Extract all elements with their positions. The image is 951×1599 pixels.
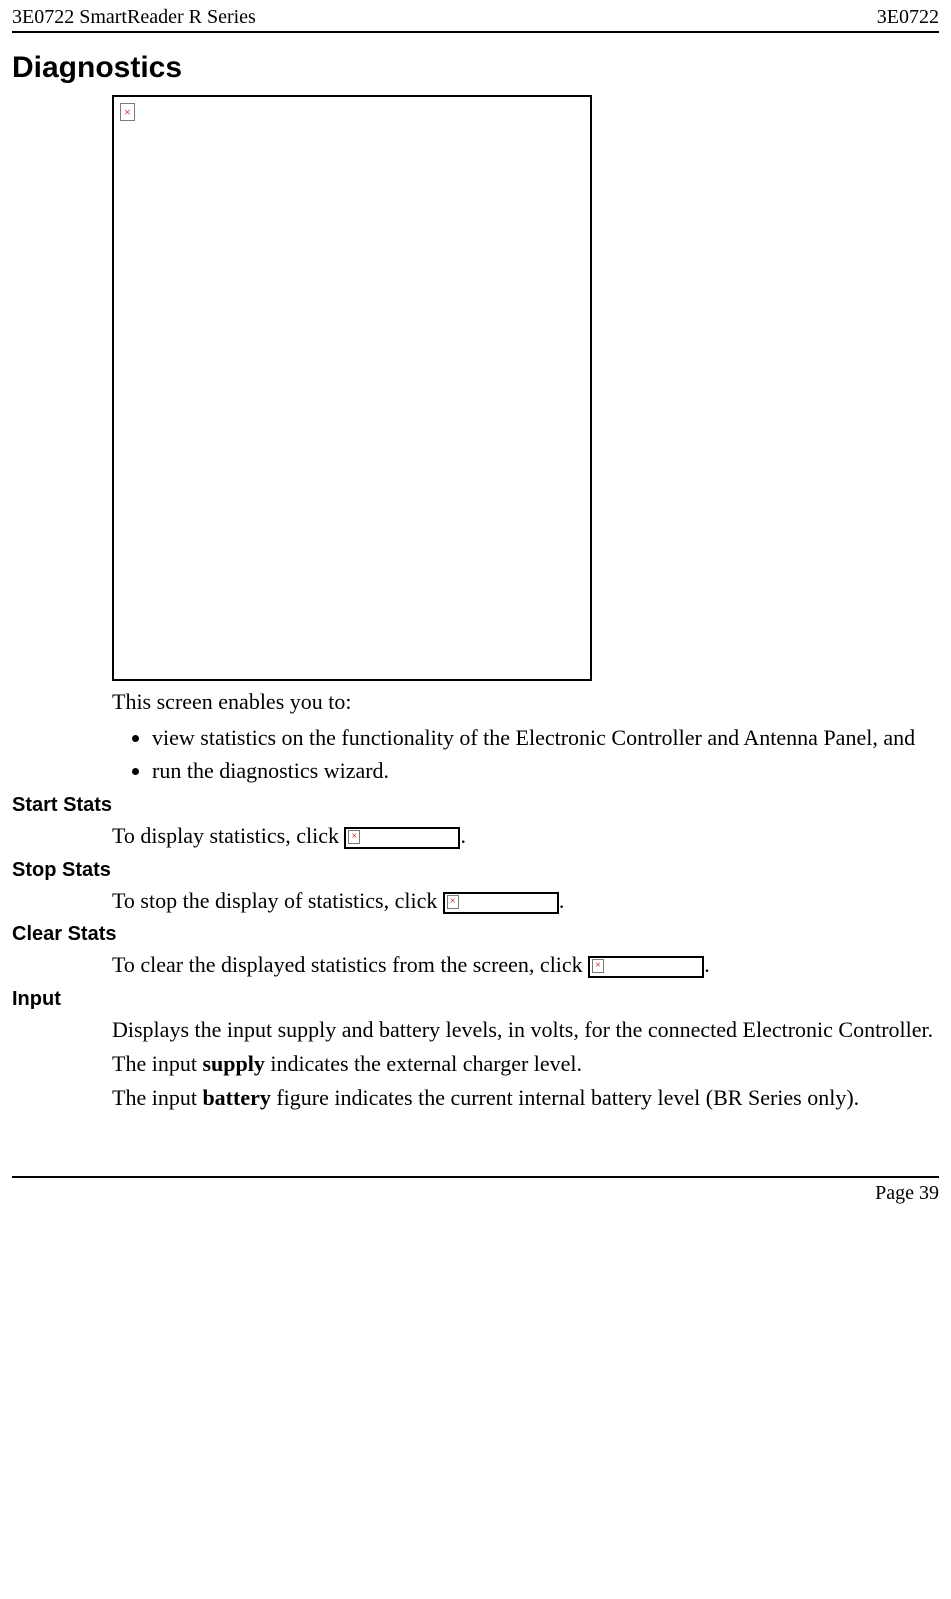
start-stats-after: . <box>460 823 466 848</box>
input-p3: The input battery figure indicates the c… <box>112 1083 939 1113</box>
input-heading: Input <box>12 988 939 1011</box>
intro-text: This screen enables you to: <box>112 687 939 717</box>
broken-image-icon: × <box>592 959 604 973</box>
start-stats-button[interactable]: × <box>344 827 460 849</box>
header-left: 3E0722 SmartReader R Series <box>12 6 256 29</box>
page-title: Diagnostics <box>12 51 939 85</box>
clear-stats-after: . <box>704 952 710 977</box>
diagnostics-screenshot-placeholder: × <box>112 95 592 681</box>
clear-stats-text: To clear the displayed statistics from t… <box>112 950 939 980</box>
input-supply-bold: supply <box>202 1051 264 1076</box>
start-stats-before: To display statistics, click <box>112 823 344 848</box>
page-footer: Page 39 <box>12 1176 939 1205</box>
stop-stats-before: To stop the display of statistics, click <box>112 888 443 913</box>
input-p3-before: The input <box>112 1085 202 1110</box>
stop-stats-button[interactable]: × <box>443 892 559 914</box>
stop-stats-text: To stop the display of statistics, click… <box>112 886 939 916</box>
start-stats-text: To display statistics, click ×. <box>112 821 939 851</box>
intro-bullets: view statistics on the functionality of … <box>112 723 939 786</box>
clear-stats-before: To clear the displayed statistics from t… <box>112 952 588 977</box>
input-p2: The input supply indicates the external … <box>112 1049 939 1079</box>
clear-stats-heading: Clear Stats <box>12 923 939 946</box>
clear-stats-button[interactable]: × <box>588 956 704 978</box>
header-right: 3E0722 <box>877 6 939 29</box>
input-p2-after: indicates the external charger level. <box>265 1051 582 1076</box>
stop-stats-after: . <box>559 888 565 913</box>
broken-image-icon: × <box>348 830 360 844</box>
bullet-item: run the diagnostics wizard. <box>152 756 939 786</box>
input-battery-bold: battery <box>202 1085 270 1110</box>
input-p1: Displays the input supply and battery le… <box>112 1015 939 1045</box>
bullet-item: view statistics on the functionality of … <box>152 723 939 753</box>
broken-image-icon: × <box>447 895 459 909</box>
broken-image-icon: × <box>120 103 135 121</box>
start-stats-heading: Start Stats <box>12 794 939 817</box>
input-p3-after: figure indicates the current internal ba… <box>271 1085 859 1110</box>
stop-stats-heading: Stop Stats <box>12 859 939 882</box>
page-header: 3E0722 SmartReader R Series 3E0722 <box>12 6 939 33</box>
input-p2-before: The input <box>112 1051 202 1076</box>
